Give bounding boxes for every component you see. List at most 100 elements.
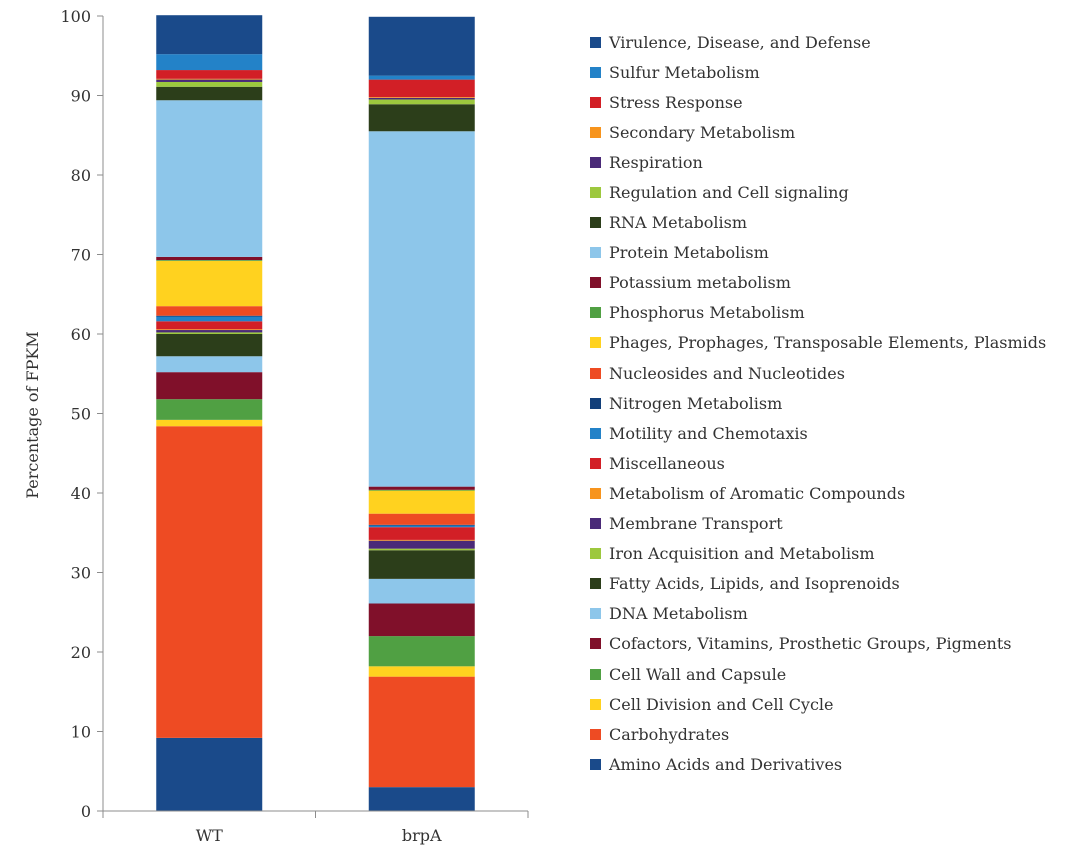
- legend-label: Regulation and Cell signaling: [609, 183, 849, 203]
- legend-item: Sulfur Metabolism: [590, 57, 1046, 87]
- y-tick-label: 20: [71, 643, 91, 662]
- legend-swatch: [590, 457, 601, 469]
- legend-item: Respiration: [590, 147, 1046, 177]
- legend-swatch: [590, 518, 601, 530]
- bar-segment: [368, 513, 475, 525]
- bar-segment: [156, 372, 263, 400]
- legend-item: Cell Division and Cell Cycle: [590, 689, 1046, 719]
- bar-segment: [368, 489, 475, 491]
- x-tick-label: brpA: [402, 826, 442, 845]
- y-tick-label: 70: [71, 246, 91, 265]
- legend-item: Miscellaneous: [590, 448, 1046, 478]
- legend-label: Amino Acids and Derivatives: [609, 754, 843, 774]
- legend-label: Metabolism of Aromatic Compounds: [609, 483, 906, 503]
- bar-segment: [156, 260, 263, 261]
- legend-label: Secondary Metabolism: [609, 122, 796, 142]
- legend-label: Nitrogen Metabolism: [609, 393, 783, 413]
- legend-swatch: [590, 277, 601, 289]
- legend-label: Fatty Acids, Lipids, and Isoprenoids: [609, 574, 900, 594]
- bar-segment: [156, 81, 263, 87]
- x-tick-label: WT: [196, 826, 223, 845]
- legend-swatch: [590, 367, 601, 379]
- legend-item: Secondary Metabolism: [590, 117, 1046, 147]
- legend-swatch: [590, 487, 601, 499]
- legend-label: DNA Metabolism: [609, 604, 748, 624]
- bar-segment: [156, 256, 263, 261]
- legend-swatch: [590, 217, 601, 229]
- legend-item: Membrane Transport: [590, 509, 1046, 539]
- bar-segment: [156, 329, 263, 331]
- bar-segment: [368, 104, 475, 132]
- bar-segment: [156, 419, 263, 427]
- y-tick-label: 0: [81, 802, 91, 821]
- y-tick-label: 50: [71, 405, 91, 424]
- bar-segment: [368, 99, 475, 105]
- bar-segment: [156, 330, 263, 333]
- bar-segment: [368, 676, 475, 788]
- legend-swatch: [590, 548, 601, 560]
- legend-label: Cofactors, Vitamins, Prosthetic Groups, …: [609, 634, 1012, 654]
- legend-item: Protein Metabolism: [590, 238, 1046, 268]
- legend-label: Miscellaneous: [609, 453, 725, 473]
- y-tick-label: 80: [71, 166, 91, 185]
- bar-segment: [368, 636, 475, 667]
- bar-segment: [368, 548, 475, 551]
- legend-swatch: [590, 187, 601, 199]
- bar-segment: [156, 260, 263, 307]
- legend-label: Virulence, Disease, and Defense: [609, 32, 871, 52]
- legend-swatch: [590, 156, 601, 168]
- bar-segment: [368, 666, 475, 677]
- bar-segment: [368, 525, 475, 528]
- bar-segment: [156, 332, 263, 334]
- legend-item: Fatty Acids, Lipids, and Isoprenoids: [590, 569, 1046, 599]
- legend-swatch: [590, 126, 601, 138]
- y-tick-label: 100: [60, 7, 91, 26]
- legend-item: Regulation and Cell signaling: [590, 177, 1046, 207]
- bar-segment: [368, 97, 475, 100]
- y-axis: 0 10 20 30 40 50 60 70 80 90 100: [60, 7, 104, 821]
- bar-segment: [368, 787, 475, 811]
- bar-segment: [156, 426, 263, 738]
- bar-segment: [156, 315, 263, 317]
- legend-item: Amino Acids and Derivatives: [590, 749, 1046, 779]
- legend-swatch: [590, 427, 601, 439]
- bars: [156, 15, 475, 811]
- legend-item: Iron Acquisition and Metabolism: [590, 539, 1046, 569]
- legend-label: Carbohydrates: [609, 724, 730, 744]
- bar-segment: [368, 603, 475, 637]
- bar-segment: [156, 86, 263, 101]
- legend-swatch: [590, 578, 601, 590]
- legend-swatch: [590, 608, 601, 620]
- legend-label: Stress Response: [609, 92, 743, 112]
- legend-item: Cell Wall and Capsule: [590, 659, 1046, 689]
- y-tick-label: 90: [71, 87, 91, 106]
- legend-item: Motility and Chemotaxis: [590, 418, 1046, 448]
- legend-item: Nucleosides and Nucleotides: [590, 358, 1046, 388]
- y-tick-label: 40: [71, 484, 91, 503]
- legend-swatch: [590, 307, 601, 319]
- x-axis: WT brpA: [102, 810, 529, 845]
- bar-segment: [368, 486, 475, 490]
- legend-swatch: [590, 758, 601, 770]
- bar-segment: [156, 100, 263, 257]
- legend-item: DNA Metabolism: [590, 599, 1046, 629]
- legend-label: Phosphorus Metabolism: [609, 303, 805, 323]
- legend-swatch: [590, 728, 601, 740]
- legend-label: Respiration: [609, 152, 703, 172]
- y-tick-label: 60: [71, 325, 91, 344]
- bar-segment: [368, 578, 475, 604]
- bar-segment: [156, 54, 263, 71]
- bar-segment: [368, 550, 475, 579]
- bar-segment: [368, 527, 475, 540]
- legend-item: Nitrogen Metabolism: [590, 388, 1046, 418]
- bar-segment: [368, 16, 475, 76]
- legend-swatch: [590, 668, 601, 680]
- legend-swatch: [590, 96, 601, 108]
- legend-item: RNA Metabolism: [590, 208, 1046, 238]
- bar-segment: [156, 306, 263, 316]
- legend-item: Virulence, Disease, and Defense: [590, 27, 1046, 57]
- bar-segment: [156, 737, 263, 811]
- bar-segment: [156, 70, 263, 79]
- legend-item: Cofactors, Vitamins, Prosthetic Groups, …: [590, 629, 1046, 659]
- bar-segment: [156, 356, 263, 373]
